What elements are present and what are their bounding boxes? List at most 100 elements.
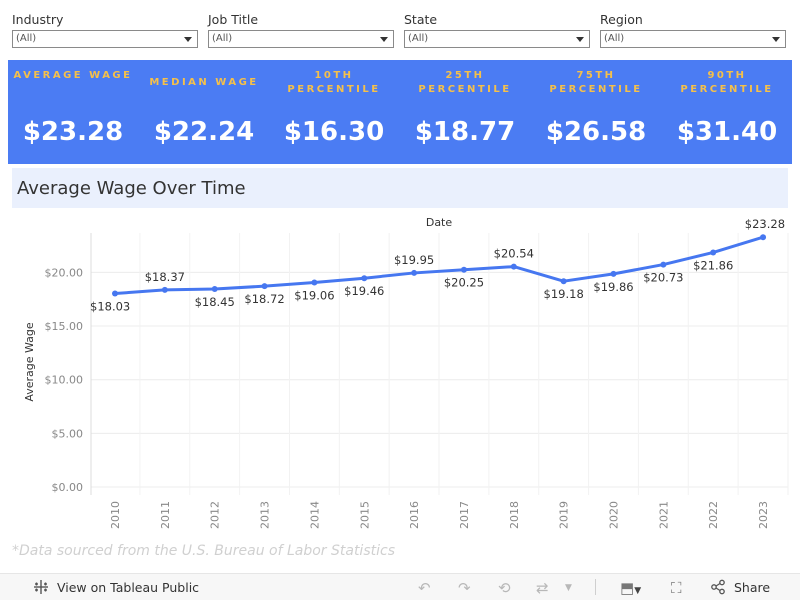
undo-icon[interactable]: ↶ (418, 579, 431, 597)
kpi-value: $23.28 (22, 117, 124, 147)
x-tick-label: 2022 (707, 501, 720, 529)
kpi-90th-percentile: 90TH PERCENTILE $31.40 (662, 60, 792, 164)
kpi-value: $16.30 (283, 117, 385, 147)
filter-industry: Industry (All) (12, 12, 198, 48)
tableau-logo-icon (34, 580, 48, 594)
x-tick-label: 2020 (608, 501, 621, 529)
series-line (114, 235, 764, 296)
data-point (760, 234, 767, 241)
kpi-average-wage: AVERAGE WAGE $23.28 (8, 60, 138, 164)
refresh-icon[interactable]: ⇄ (536, 579, 549, 597)
chevron-down-icon[interactable]: ▼ (565, 583, 572, 593)
kpi-value: $18.77 (414, 117, 516, 147)
data-label: $19.46 (344, 284, 384, 298)
dropdown-value: (All) (212, 33, 233, 44)
share-button[interactable]: Share (710, 579, 770, 597)
data-label: $19.86 (593, 280, 633, 294)
kpi-value: $31.40 (676, 117, 778, 147)
x-tick-label: 2017 (458, 501, 471, 529)
data-point (610, 270, 617, 277)
x-axis-title: Date (426, 216, 453, 229)
kpi-25th-percentile: 25TH PERCENTILE $18.77 (400, 60, 530, 164)
y-tick-label: $20.00 (45, 266, 84, 279)
dropdown-value: (All) (604, 33, 625, 44)
data-point (710, 249, 717, 256)
region-dropdown[interactable]: (All) (600, 30, 786, 48)
kpi-median-wage: MEDIAN WAGE $22.24 (139, 60, 269, 164)
x-tick-label: 2015 (358, 501, 371, 529)
state-dropdown[interactable]: (All) (404, 30, 590, 48)
data-point (411, 269, 418, 276)
kpi-label: 25TH PERCENTILE (418, 70, 512, 95)
chevron-down-icon (380, 37, 388, 42)
kpi-label: MEDIAN WAGE (149, 77, 259, 88)
filter-job-title: Job Title (All) (208, 12, 394, 48)
kpi-value: $26.58 (545, 117, 647, 147)
kpi-band: AVERAGE WAGE $23.28 MEDIAN WAGE $22.24 1… (8, 60, 792, 164)
industry-dropdown[interactable]: (All) (12, 30, 198, 48)
data-label: $18.45 (195, 295, 235, 309)
x-tick-label: 2010 (109, 501, 122, 529)
kpi-label: 90TH PERCENTILE (680, 70, 774, 95)
data-point (112, 290, 118, 297)
data-point (361, 275, 368, 282)
dropdown-value: (All) (408, 33, 429, 44)
x-tick-label: 2012 (209, 501, 222, 529)
kpi-value: $22.24 (153, 117, 255, 147)
data-label: $20.73 (643, 271, 683, 285)
x-tick-label: 2011 (159, 501, 172, 529)
data-label: $18.72 (244, 292, 284, 306)
axis-layer: $0.00 $5.00 $10.00 $15.00 $20.00 2010 2011 2012… (45, 233, 770, 529)
data-label: $19.06 (294, 288, 334, 302)
series-layer: $18.03 $18.37 $18.45 $18.72 $19.06 $19.46 $19.… (90, 217, 785, 313)
redo-icon[interactable]: ↷ (458, 579, 471, 597)
x-tick-label: 2023 (757, 501, 770, 529)
data-label: $20.25 (444, 276, 484, 290)
filter-label: Job Title (208, 12, 259, 27)
x-tick-label: 2013 (259, 501, 272, 529)
kpi-label: AVERAGE WAGE (13, 70, 133, 81)
y-tick-label: $10.00 (45, 374, 84, 387)
view-on-tableau-link[interactable]: View on Tableau Public (33, 579, 199, 597)
x-tick-label: 2016 (408, 501, 421, 529)
x-tick-label: 2014 (308, 501, 321, 529)
kpi-75th-percentile: 75TH PERCENTILE $26.58 (531, 60, 661, 164)
chart-title: Average Wage Over Time (12, 168, 788, 208)
download-icon[interactable]: ⬒▼ (620, 579, 642, 597)
filter-region: Region (All) (600, 12, 786, 48)
view-on-tableau-label: View on Tableau Public (56, 580, 200, 595)
footnote: *Data sourced from the U.S. Bureau of La… (12, 543, 395, 559)
filter-state: State (All) (404, 12, 590, 48)
chevron-down-icon (184, 37, 192, 42)
data-point (161, 286, 168, 293)
data-label: $23.28 (745, 217, 785, 231)
x-tick-label: 2021 (657, 501, 670, 529)
y-tick-label: $5.00 (52, 427, 84, 440)
toolbar-divider (595, 579, 596, 595)
job-title-dropdown[interactable]: (All) (208, 30, 394, 48)
x-tick-label: 2018 (508, 501, 521, 529)
data-point (311, 279, 318, 286)
share-icon (711, 579, 725, 595)
filter-label: State (404, 12, 438, 27)
share-label: Share (733, 580, 771, 595)
filter-label: Region (600, 12, 643, 27)
data-label: $19.95 (394, 253, 434, 267)
y-tick-label: $0.00 (52, 481, 84, 494)
chevron-down-icon (772, 37, 780, 42)
data-label: $18.37 (145, 270, 185, 284)
data-point (460, 266, 467, 273)
data-point (510, 263, 517, 270)
fullscreen-icon[interactable]: ⛶ (671, 579, 682, 597)
filter-label: Industry (12, 12, 64, 27)
tableau-toolbar: View on Tableau Public ↶ ↷ ⟲ ⇄ ▼ ⬒▼ ⛶ Sh… (0, 573, 800, 600)
data-point (660, 261, 667, 268)
revert-icon[interactable]: ⟲ (498, 579, 511, 597)
data-point (211, 286, 218, 293)
dropdown-value: (All) (16, 33, 37, 44)
data-label: $18.03 (90, 300, 130, 314)
kpi-label: 10TH PERCENTILE (287, 70, 381, 95)
filter-bar: Industry (All) Job Title (All) State (Al… (12, 12, 788, 52)
x-tick-label: 2019 (558, 501, 571, 529)
data-label: $19.18 (544, 287, 584, 301)
